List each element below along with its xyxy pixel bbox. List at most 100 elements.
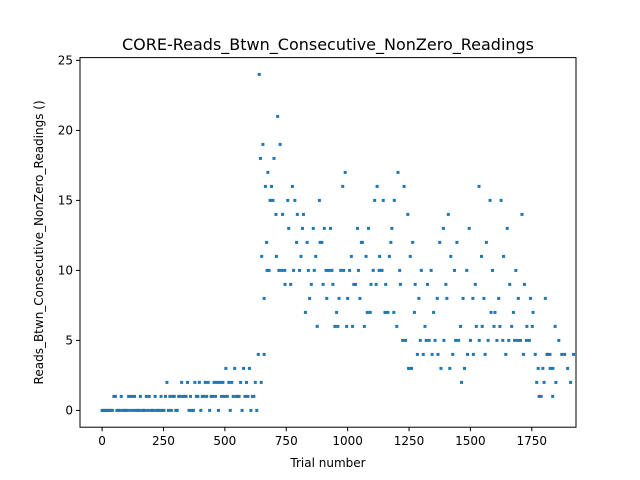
data-point: [444, 282, 448, 286]
x-tick-label: 750: [275, 434, 298, 448]
data-point: [110, 408, 114, 412]
data-point: [551, 366, 555, 370]
data-point: [510, 324, 514, 328]
data-point: [272, 156, 276, 160]
data-point: [465, 268, 469, 272]
data-point: [356, 268, 360, 272]
data-point: [533, 352, 537, 356]
data-point: [184, 394, 188, 398]
data-point: [367, 226, 371, 230]
data-point: [292, 268, 296, 272]
data-point: [471, 352, 475, 356]
data-point: [337, 296, 341, 300]
data-point: [314, 254, 318, 258]
data-point: [535, 380, 539, 384]
data-point: [214, 394, 218, 398]
data-point: [409, 366, 413, 370]
data-point: [137, 408, 141, 412]
data-point: [497, 296, 501, 300]
data-point: [283, 282, 287, 286]
data-point: [181, 394, 185, 398]
data-point: [375, 184, 379, 188]
data-point: [308, 296, 312, 300]
data-point: [457, 338, 461, 342]
data-point: [459, 324, 463, 328]
x-axis-label: Trial number: [289, 456, 365, 470]
data-point: [502, 254, 506, 258]
data-point: [224, 366, 228, 370]
data-point: [477, 184, 481, 188]
data-point: [221, 380, 225, 384]
data-point: [299, 254, 303, 258]
data-point: [445, 296, 449, 300]
data-point: [383, 310, 387, 314]
data-point: [455, 240, 459, 244]
data-point: [569, 380, 573, 384]
data-point: [519, 338, 523, 342]
data-point: [203, 380, 207, 384]
data-point: [511, 310, 515, 314]
data-point: [281, 212, 285, 216]
data-point: [105, 408, 109, 412]
data-point: [187, 408, 191, 412]
data-point: [404, 338, 408, 342]
data-point: [259, 380, 263, 384]
data-point: [479, 254, 483, 258]
data-point: [507, 338, 511, 342]
data-point: [516, 338, 520, 342]
data-point: [212, 380, 216, 384]
data-point: [260, 254, 264, 258]
data-point: [249, 408, 253, 412]
data-point: [168, 394, 172, 398]
data-point: [159, 394, 163, 398]
data-point: [349, 254, 353, 258]
data-point: [430, 352, 434, 356]
data-point: [369, 282, 373, 286]
data-point: [128, 408, 132, 412]
data-point: [446, 212, 450, 216]
data-point: [348, 268, 352, 272]
data-point: [255, 408, 259, 412]
data-point: [546, 352, 550, 356]
data-point: [354, 282, 357, 286]
data-point: [572, 352, 576, 356]
data-point: [325, 296, 329, 300]
data-point: [172, 394, 176, 398]
data-point: [358, 296, 362, 300]
data-point: [276, 114, 280, 118]
data-point: [378, 254, 382, 258]
data-point: [411, 240, 415, 244]
data-point: [336, 324, 340, 328]
data-point: [343, 170, 347, 174]
data-point: [352, 282, 356, 286]
data-point: [461, 296, 465, 300]
data-point: [237, 394, 241, 398]
data-point: [295, 212, 299, 216]
data-point: [355, 226, 359, 230]
data-point: [514, 268, 518, 272]
data-point: [417, 296, 421, 300]
data-point: [306, 268, 310, 272]
data-point: [384, 282, 388, 286]
data-point: [542, 380, 546, 384]
x-tick-label: 500: [213, 434, 236, 448]
data-point: [205, 394, 209, 398]
data-point: [233, 366, 237, 370]
data-point: [525, 324, 529, 328]
x-tick-label: 1750: [517, 434, 548, 448]
data-points: [100, 72, 576, 412]
data-point: [548, 366, 552, 370]
data-point: [351, 324, 355, 328]
data-point: [452, 268, 456, 272]
data-point: [398, 268, 402, 272]
data-point: [331, 282, 335, 286]
data-point: [219, 394, 223, 398]
data-point: [467, 226, 471, 230]
data-point: [208, 408, 212, 412]
data-point: [345, 324, 349, 328]
data-point: [131, 408, 135, 412]
data-point: [268, 198, 272, 202]
data-point: [262, 296, 266, 300]
